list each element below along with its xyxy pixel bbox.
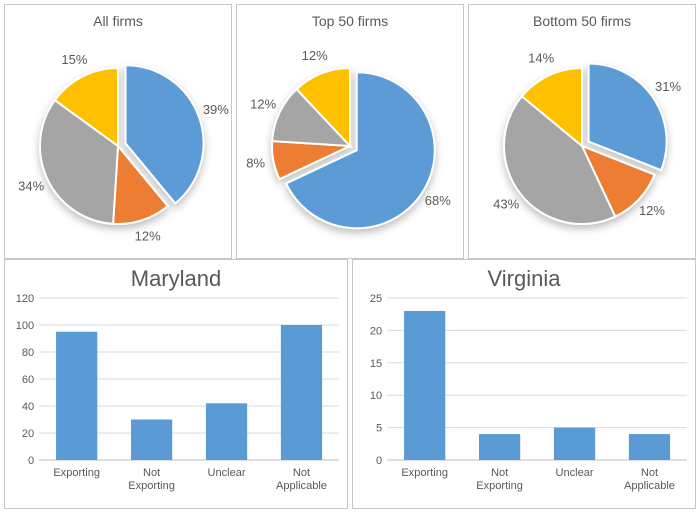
bar (131, 420, 172, 461)
pie-title: Bottom 50 firms (469, 5, 695, 29)
bar-panel-maryland: Maryland 0 20 40 60 80 100 120 Exporting NotExpo… (4, 259, 348, 509)
pie-panel-top-50: Top 50 firms 68% 8% 12% 12% (236, 4, 464, 259)
pie-chart: 68% 8% 12% 12% (237, 29, 463, 251)
pie-slice-label: 12% (250, 97, 276, 112)
y-tick-label: 60 (22, 374, 34, 386)
pie-slice-label: 68% (425, 193, 451, 208)
y-tick-label: 20 (370, 325, 382, 337)
x-tick-label: NotApplicable (624, 467, 675, 492)
pie-title: Top 50 firms (237, 5, 463, 29)
pie-slice-label: 34% (18, 178, 44, 193)
y-tick-label: 40 (22, 401, 34, 413)
y-tick-label: 120 (16, 293, 34, 305)
bar-panel-virginia: Virginia 0 5 10 15 20 25 Exporting NotExporting… (352, 259, 696, 509)
y-tick-label: 20 (22, 428, 34, 440)
y-tick-label: 100 (16, 320, 34, 332)
bar-row: Maryland 020406080100120ExportingNotExpo… (0, 259, 700, 513)
pie-slice-label: 12% (639, 203, 665, 218)
pie-title: All firms (5, 5, 231, 29)
x-tick-label: Unclear (208, 467, 246, 479)
pie-slice-label: 14% (528, 51, 554, 66)
y-tick-label: 25 (370, 293, 382, 305)
x-tick-label: NotExporting (128, 467, 175, 492)
pie-slice-label: 12% (302, 48, 328, 63)
pie-slice-label: 8% (246, 155, 265, 170)
y-tick-label: 10 (370, 390, 382, 402)
pie-slice-label: 12% (135, 229, 161, 244)
bar (629, 434, 670, 460)
bar (554, 428, 595, 460)
pie-slice-label: 43% (493, 196, 519, 211)
pie-slice-label: 31% (655, 79, 681, 94)
x-tick-label: Exporting (53, 467, 100, 479)
x-tick-label: Exporting (401, 467, 448, 479)
pie-slice-label: 15% (61, 52, 87, 67)
x-tick-label: NotExporting (476, 467, 523, 492)
x-tick-label: NotApplicable (276, 467, 327, 492)
bar (281, 325, 322, 460)
bar-title: Virginia (353, 260, 695, 292)
y-tick-label: 80 (22, 347, 34, 359)
pie-row: All firms 39% 12% 34% 15% Top 50 firms 68% 8… (0, 0, 700, 259)
pie-slice-label: 39% (203, 102, 229, 117)
bar (56, 332, 97, 460)
y-tick-label: 5 (376, 423, 382, 435)
y-tick-label: 15 (370, 358, 382, 370)
pie-chart: 31% 12% 43% 14% (469, 29, 695, 251)
y-tick-label: 0 (28, 455, 34, 467)
bar-chart: 0 5 10 15 20 25 Exporting NotExporting Unclear No… (353, 292, 695, 502)
bar-chart: 0 20 40 60 80 100 120 Exporting NotExporting Uncl… (5, 292, 347, 502)
bar (206, 403, 247, 460)
y-tick-label: 0 (376, 455, 382, 467)
pie-chart: 39% 12% 34% 15% (5, 29, 231, 251)
x-tick-label: Unclear (556, 467, 594, 479)
pie-panel-all-firms: All firms 39% 12% 34% 15% (4, 4, 232, 259)
bar (479, 434, 520, 460)
bar (404, 311, 445, 460)
pie-panel-bottom-50: Bottom 50 firms 31% 12% 43% 14% (468, 4, 696, 259)
bar-title: Maryland (5, 260, 347, 292)
